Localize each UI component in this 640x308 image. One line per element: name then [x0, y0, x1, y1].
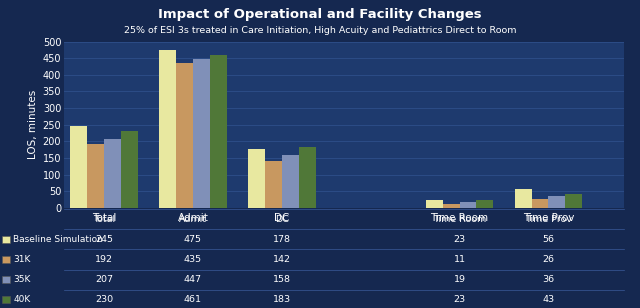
Text: 435: 435 — [184, 255, 202, 264]
Text: 461: 461 — [184, 295, 202, 304]
Text: Time Room: Time Room — [433, 215, 486, 224]
Bar — [210, 55, 227, 208]
Text: 447: 447 — [184, 275, 202, 284]
Bar — [548, 196, 565, 208]
Bar — [515, 189, 532, 208]
Text: 36: 36 — [542, 275, 554, 284]
Text: Baseline Simulation: Baseline Simulation — [13, 235, 103, 244]
Text: 43: 43 — [542, 295, 554, 304]
Text: 56: 56 — [543, 235, 554, 244]
Text: 25% of ESI 3s treated in Care Initiation, High Acuity and Pediattrics Direct to : 25% of ESI 3s treated in Care Initiation… — [124, 26, 516, 35]
Text: 26: 26 — [543, 255, 554, 264]
Text: 19: 19 — [454, 275, 465, 284]
Text: 142: 142 — [273, 255, 291, 264]
Text: 183: 183 — [273, 295, 291, 304]
Bar — [121, 132, 138, 208]
Text: 23: 23 — [454, 235, 466, 244]
Bar — [104, 139, 121, 208]
Text: 475: 475 — [184, 235, 202, 244]
Text: 31K: 31K — [13, 255, 31, 264]
Text: DC: DC — [275, 215, 289, 224]
Text: 35K: 35K — [13, 275, 31, 284]
Text: Time Prov: Time Prov — [525, 215, 572, 224]
Bar — [87, 144, 104, 208]
Bar — [443, 204, 460, 208]
Text: 158: 158 — [273, 275, 291, 284]
Bar — [565, 194, 582, 208]
Bar — [159, 50, 176, 208]
Text: Total: Total — [93, 215, 115, 224]
Bar — [176, 63, 193, 208]
Bar — [532, 199, 548, 208]
Y-axis label: LOS, minutes: LOS, minutes — [28, 90, 38, 159]
Text: Impact of Operational and Facility Changes: Impact of Operational and Facility Chang… — [158, 8, 482, 21]
Bar — [460, 201, 476, 208]
Bar — [299, 147, 316, 208]
Bar — [282, 155, 299, 208]
Text: 230: 230 — [95, 295, 113, 304]
Bar — [426, 200, 443, 208]
Text: 40K: 40K — [13, 295, 31, 304]
Text: 207: 207 — [95, 275, 113, 284]
Text: 23: 23 — [454, 295, 466, 304]
Bar — [476, 200, 493, 208]
Bar — [193, 59, 210, 208]
Text: 178: 178 — [273, 235, 291, 244]
Bar — [70, 126, 87, 208]
Text: Admit: Admit — [179, 215, 207, 224]
Text: 11: 11 — [454, 255, 465, 264]
Bar — [248, 149, 265, 208]
Text: 245: 245 — [95, 235, 113, 244]
Bar — [265, 161, 282, 208]
Text: 192: 192 — [95, 255, 113, 264]
